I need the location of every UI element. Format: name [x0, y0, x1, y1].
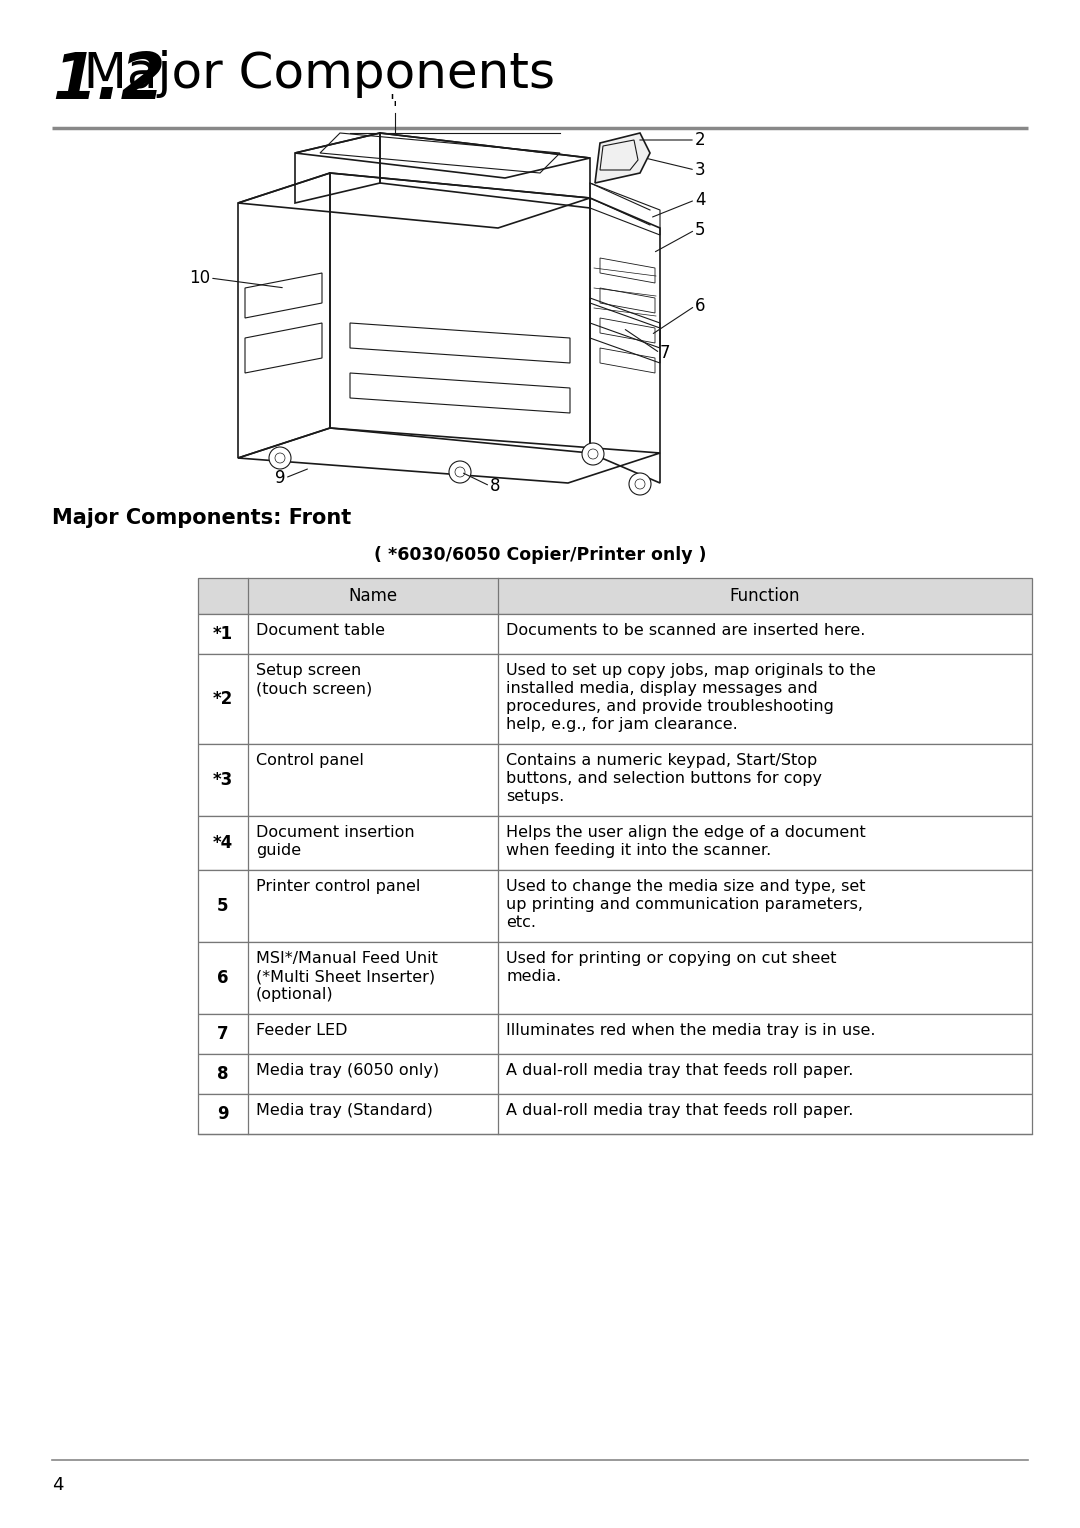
Text: *2: *2 — [213, 691, 233, 707]
Text: ': ' — [390, 93, 394, 112]
Bar — [198, 941, 1032, 1015]
Text: Media tray (6050 only): Media tray (6050 only) — [256, 1063, 440, 1077]
Text: Major Components: Front: Major Components: Front — [52, 507, 351, 529]
Text: Used to set up copy jobs, map originals to the: Used to set up copy jobs, map originals … — [507, 663, 876, 678]
Bar — [198, 654, 1032, 744]
Text: 4: 4 — [52, 1476, 64, 1494]
Bar — [198, 1015, 1032, 1054]
Bar — [198, 1054, 1032, 1094]
Text: installed media, display messages and: installed media, display messages and — [507, 681, 818, 695]
Text: Used to change the media size and type, set: Used to change the media size and type, … — [507, 879, 865, 894]
Text: 7: 7 — [217, 1025, 229, 1044]
Text: 6: 6 — [696, 296, 705, 315]
Text: help, e.g., for jam clearance.: help, e.g., for jam clearance. — [507, 717, 738, 732]
Text: guide: guide — [256, 843, 301, 859]
Text: ( *6030/6050 Copier/Printer only ): ( *6030/6050 Copier/Printer only ) — [374, 545, 706, 564]
Text: etc.: etc. — [507, 915, 536, 931]
Text: Used for printing or copying on cut sheet: Used for printing or copying on cut shee… — [507, 950, 837, 966]
Text: 7: 7 — [660, 344, 671, 362]
Bar — [198, 869, 1032, 941]
Text: *1: *1 — [213, 625, 233, 643]
Text: setups.: setups. — [507, 788, 564, 804]
Text: *3: *3 — [213, 772, 233, 788]
Text: media.: media. — [507, 969, 562, 984]
Text: 1.2: 1.2 — [52, 50, 165, 112]
Text: Control panel: Control panel — [256, 753, 364, 769]
Text: 4: 4 — [696, 191, 705, 209]
Text: 6: 6 — [217, 969, 229, 987]
Text: 9: 9 — [217, 1105, 229, 1123]
Text: 9: 9 — [274, 469, 285, 487]
Text: Function: Function — [730, 587, 800, 605]
Text: Documents to be scanned are inserted here.: Documents to be scanned are inserted her… — [507, 623, 865, 639]
Text: *4: *4 — [213, 834, 233, 853]
Polygon shape — [595, 133, 650, 183]
Bar — [198, 578, 1032, 614]
Text: 8: 8 — [490, 477, 500, 495]
Text: 8: 8 — [217, 1065, 229, 1083]
Text: 10: 10 — [189, 269, 210, 287]
Text: Name: Name — [349, 587, 397, 605]
Bar — [198, 614, 1032, 654]
Text: 3: 3 — [696, 160, 705, 179]
Text: up printing and communication parameters,: up printing and communication parameters… — [507, 897, 863, 912]
Bar — [198, 1094, 1032, 1134]
Text: Document insertion: Document insertion — [256, 825, 415, 840]
Text: when feeding it into the scanner.: when feeding it into the scanner. — [507, 843, 771, 859]
Circle shape — [269, 448, 291, 469]
Text: Major Components: Major Components — [52, 50, 555, 98]
Text: 2: 2 — [696, 131, 705, 150]
Circle shape — [449, 461, 471, 483]
Text: buttons, and selection buttons for copy: buttons, and selection buttons for copy — [507, 772, 822, 785]
Text: (*Multi Sheet Inserter): (*Multi Sheet Inserter) — [256, 969, 435, 984]
Text: A dual-roll media tray that feeds roll paper.: A dual-roll media tray that feeds roll p… — [507, 1103, 853, 1118]
Text: Media tray (Standard): Media tray (Standard) — [256, 1103, 433, 1118]
Text: Document table: Document table — [256, 623, 384, 639]
Text: Setup screen: Setup screen — [256, 663, 361, 678]
Bar — [198, 816, 1032, 869]
Text: Helps the user align the edge of a document: Helps the user align the edge of a docum… — [507, 825, 866, 840]
Text: (touch screen): (touch screen) — [256, 681, 373, 695]
Text: (optional): (optional) — [256, 987, 334, 1002]
Text: MSI*/Manual Feed Unit: MSI*/Manual Feed Unit — [256, 950, 437, 966]
Circle shape — [629, 474, 651, 495]
Text: Feeder LED: Feeder LED — [256, 1024, 348, 1038]
Text: 5: 5 — [217, 897, 229, 915]
Text: procedures, and provide troubleshooting: procedures, and provide troubleshooting — [507, 698, 834, 714]
Text: Illuminates red when the media tray is in use.: Illuminates red when the media tray is i… — [507, 1024, 876, 1038]
Bar — [198, 744, 1032, 816]
Text: Contains a numeric keypad, Start/Stop: Contains a numeric keypad, Start/Stop — [507, 753, 818, 769]
Text: 5: 5 — [696, 222, 705, 238]
Circle shape — [582, 443, 604, 465]
Text: A dual-roll media tray that feeds roll paper.: A dual-roll media tray that feeds roll p… — [507, 1063, 853, 1077]
Text: ': ' — [393, 99, 397, 118]
Text: Printer control panel: Printer control panel — [256, 879, 420, 894]
